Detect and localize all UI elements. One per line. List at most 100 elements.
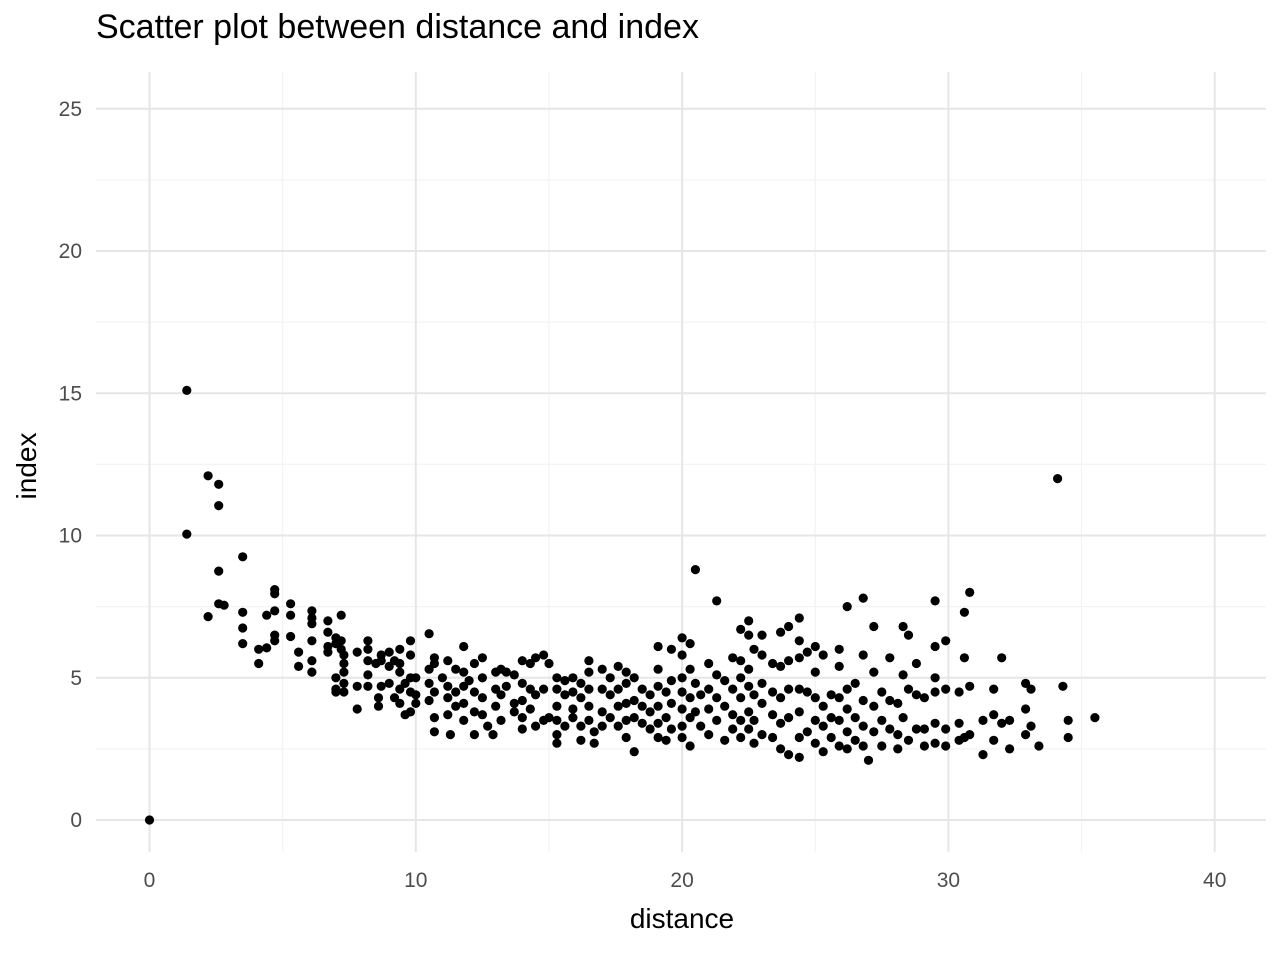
data-point: [863, 755, 874, 765]
data-point: [254, 658, 264, 669]
data-point: [749, 738, 759, 748]
data-point: [954, 718, 964, 728]
data-point: [629, 747, 639, 757]
data-point: [802, 647, 812, 657]
data-point: [911, 658, 922, 669]
data-point: [696, 690, 706, 700]
data-point: [254, 644, 264, 654]
data-point: [544, 713, 554, 723]
data-point: [930, 673, 940, 683]
data-point: [331, 673, 341, 683]
data-point: [363, 636, 373, 646]
data-point: [352, 647, 362, 657]
data-point: [728, 710, 738, 720]
data-point: [517, 656, 527, 666]
data-point: [488, 730, 498, 740]
y-tick-label: 15: [59, 382, 82, 405]
y-tick-label: 20: [59, 240, 82, 263]
data-point: [496, 690, 506, 700]
data-point: [539, 650, 549, 660]
data-point: [794, 636, 804, 646]
data-point: [363, 670, 373, 680]
data-point: [842, 602, 852, 612]
data-point: [736, 624, 746, 635]
data-point: [1021, 678, 1031, 689]
data-point: [384, 678, 394, 689]
data-point: [597, 684, 607, 694]
data-point: [637, 684, 647, 694]
data-point: [331, 687, 341, 697]
data-point: [621, 732, 631, 743]
data-point: [930, 596, 940, 606]
data-point: [584, 656, 594, 666]
data-point: [794, 732, 804, 743]
data-point: [560, 721, 570, 731]
data-point: [858, 721, 868, 731]
data-point: [405, 636, 416, 646]
data-point: [661, 687, 671, 697]
data-point: [339, 650, 349, 660]
data-point: [911, 724, 922, 734]
data-point: [941, 636, 951, 646]
data-point: [784, 656, 794, 666]
data-point: [818, 650, 828, 660]
data-point: [238, 623, 248, 633]
data-point: [605, 690, 615, 700]
data-point: [712, 693, 722, 703]
data-point: [744, 724, 754, 734]
data-point: [501, 667, 511, 677]
data-point: [685, 664, 695, 674]
data-point: [568, 673, 578, 683]
y-tick-label: 5: [70, 667, 82, 690]
data-point: [429, 687, 439, 697]
data-point: [395, 644, 405, 654]
data-point: [483, 721, 493, 731]
data-point: [203, 612, 213, 622]
data-point: [941, 741, 951, 751]
data-point: [238, 639, 248, 649]
data-point: [531, 653, 541, 663]
data-point: [919, 693, 930, 703]
data-point: [384, 647, 394, 657]
data-point: [613, 661, 623, 672]
data-point: [376, 681, 386, 691]
data-point: [736, 732, 746, 743]
data-point: [445, 730, 455, 740]
data-point: [307, 636, 317, 646]
data-point: [653, 732, 663, 743]
data-point: [784, 750, 794, 760]
data-point: [576, 693, 586, 703]
data-point: [898, 670, 908, 680]
data-point: [653, 641, 663, 652]
data-point: [517, 713, 527, 723]
data-point: [826, 713, 836, 723]
data-point: [339, 658, 349, 669]
data-point: [776, 744, 786, 754]
data-point: [850, 678, 860, 689]
data-point: [459, 681, 469, 691]
data-point: [818, 721, 828, 731]
data-point: [645, 724, 655, 734]
data-point: [794, 684, 804, 694]
data-point: [784, 684, 794, 694]
data-point: [576, 678, 586, 689]
data-point: [286, 610, 296, 620]
data-point: [677, 673, 687, 683]
data-point: [677, 721, 687, 731]
data-point: [613, 701, 623, 711]
data-point: [576, 721, 586, 731]
data-point: [1063, 732, 1073, 743]
data-point: [560, 690, 570, 700]
data-point: [1021, 704, 1031, 714]
data-point: [858, 695, 868, 706]
data-point: [525, 704, 535, 714]
data-point: [517, 678, 527, 689]
data-point: [429, 658, 439, 669]
data-point: [818, 701, 828, 711]
data-point: [238, 607, 248, 617]
data-point: [885, 653, 895, 663]
data-point: [826, 690, 836, 700]
data-point: [768, 687, 778, 697]
data-point: [517, 695, 527, 706]
data-point: [834, 661, 844, 672]
